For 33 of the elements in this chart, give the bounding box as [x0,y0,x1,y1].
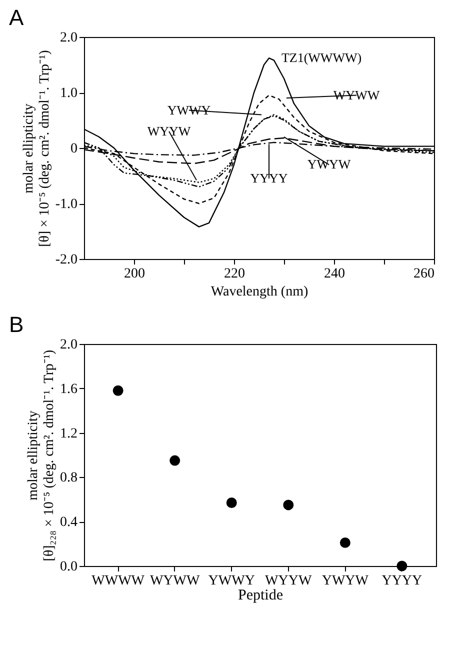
y-tick-label: 1.2 [60,426,78,442]
y-tick-label: -2.0 [55,252,78,268]
y-tick-label: 0.4 [60,515,78,530]
chart-title: B [9,312,24,337]
y-axis-title: molar ellipticity [θ] × 10⁻⁵ (deg. cm². dmol⁻¹. Trp⁻¹) [21,50,52,247]
x-axis-title: Wavelength (nm) [210,284,308,300]
y-axis-title: molar ellipticity [θ]₂₂₈ × 10⁻⁵ (deg. cm². dmol⁻¹. Trp⁻¹) [26,349,57,562]
x-tick-label: YWYW [322,574,370,588]
y-tick-label: 1.6 [60,382,78,397]
y-tick-label: 2.0 [60,338,78,352]
x-tick-label: WYWW [150,574,200,588]
annotation: WYWW [333,87,380,102]
x-tick-label: 260 [414,266,434,282]
x-axis-title: Peptide [238,588,284,604]
x-tick-label: 220 [224,266,245,282]
y-tick-label: 0.8 [60,470,78,486]
x-tick-label: YWWY [208,574,255,588]
annotation: YWYW [307,156,352,172]
y-tick-label: -1.0 [55,197,78,212]
annotation: WYYW [147,123,192,138]
x-tick-label: 240 [324,266,345,282]
x-tick-label: YYYY [382,574,422,588]
y-tick-label: 0.0 [60,560,78,574]
y-tick-label: 1.0 [60,86,78,101]
annotation: YYYY [250,170,288,186]
chart-title: A [9,5,24,30]
annotation: YWWY [167,102,212,118]
y-tick-label: 2.0 [60,30,78,46]
y-tick-label: 0 [70,142,78,156]
x-tick-label: WWWW [92,574,146,588]
x-tick-label: WYYW [265,574,312,588]
x-tick-label: 200 [124,266,145,282]
annotation: TZ1(WWWW) [281,50,362,66]
